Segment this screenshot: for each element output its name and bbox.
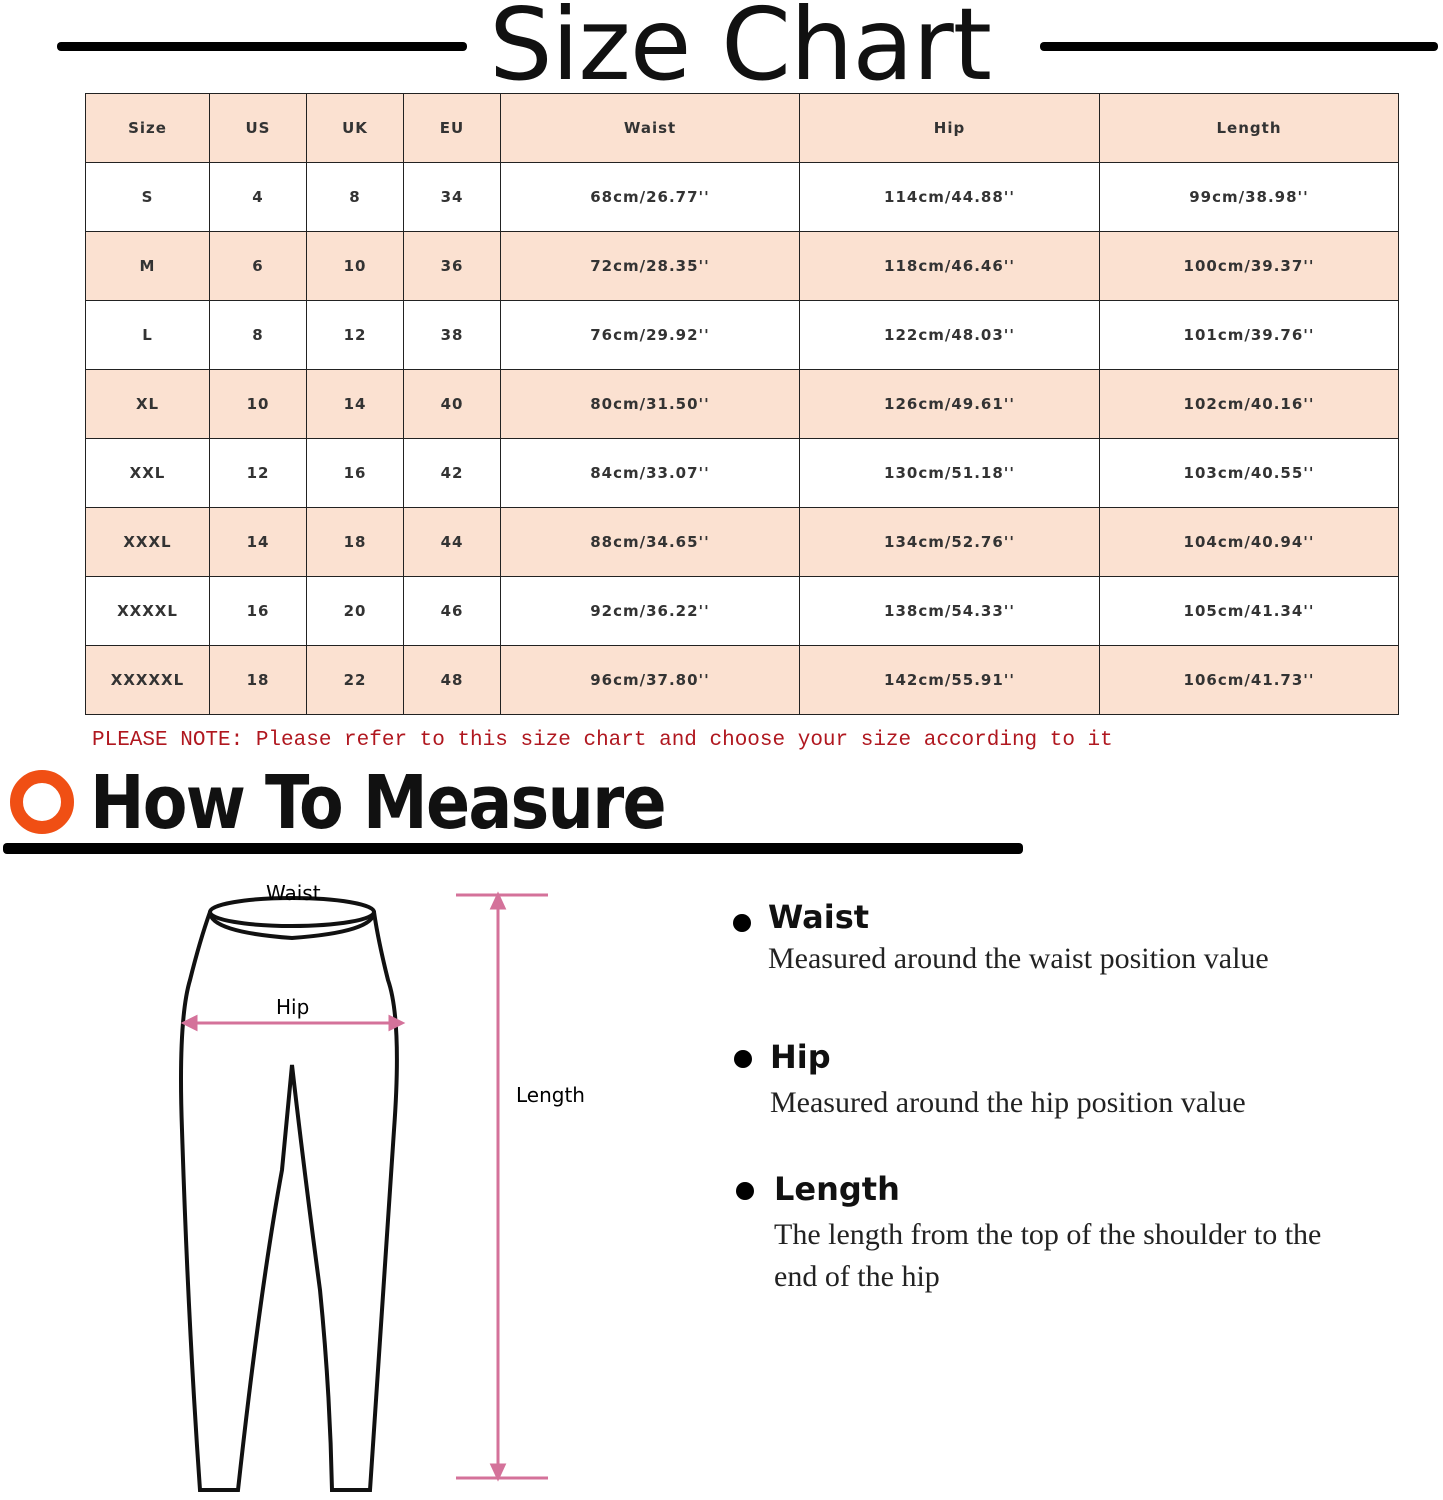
table-cell: 103cm/40.55'' [1099, 438, 1399, 508]
table-row: XXXXXL 18 22 48 96cm/37.80'' 142cm/55.91'' 106… [85, 645, 1399, 715]
table-cell: 100cm/39.37'' [1099, 231, 1399, 301]
table-cell: 46 [403, 576, 501, 646]
table-header-row: Size US UK EU Waist Hip Length [85, 93, 1399, 163]
table-row: XL 10 14 40 80cm/31.50'' 126cm/49.61'' 102cm/4… [85, 369, 1399, 439]
table-cell: US [209, 93, 307, 163]
diagram-label-hip: Hip [276, 995, 309, 1019]
table-cell: 10 [306, 231, 404, 301]
table-cell: 104cm/40.94'' [1099, 507, 1399, 577]
table-cell: 12 [306, 300, 404, 370]
please-note: PLEASE NOTE: Please refer to this size c… [92, 729, 1113, 752]
measure-length-desc: The length from the top of the shoulder … [774, 1218, 1322, 1293]
measure-length-title: Length [774, 1170, 900, 1208]
table-cell: 48 [403, 645, 501, 715]
table-cell: 68cm/26.77'' [500, 162, 800, 232]
diagram-label-waist: Waist [266, 881, 321, 905]
table-cell: 8 [306, 162, 404, 232]
table-cell: 138cm/54.33'' [799, 576, 1100, 646]
table-row: M 6 10 36 72cm/28.35'' 118cm/46.46'' 100cm/39.… [85, 231, 1399, 301]
table-cell: L [85, 300, 210, 370]
table-cell: 6 [209, 231, 307, 301]
table-cell: 44 [403, 507, 501, 577]
table-cell: 76cm/29.92'' [500, 300, 800, 370]
table-cell: XXXXXL [85, 645, 210, 715]
table-cell: 14 [209, 507, 307, 577]
waistband-bottom [208, 910, 376, 941]
title-rule-right [1040, 42, 1438, 51]
measure-waist-desc: Measured around the waist position value [768, 942, 1269, 975]
table-cell: 142cm/55.91'' [799, 645, 1100, 715]
table-cell: 134cm/52.76'' [799, 507, 1100, 577]
title-rule-left [57, 42, 467, 51]
table-cell: XL [85, 369, 210, 439]
table-cell: 18 [209, 645, 307, 715]
pants-outline [179, 910, 399, 1492]
how-to-measure-title: How To Measure [90, 760, 667, 846]
table-cell: 22 [306, 645, 404, 715]
table-cell: 72cm/28.35'' [500, 231, 800, 301]
table-cell: 101cm/39.76'' [1099, 300, 1399, 370]
bullet-icon [736, 1182, 754, 1200]
pants-diagram: Waist Hip Length [179, 881, 585, 1492]
table-cell: 36 [403, 231, 501, 301]
table-cell: 38 [403, 300, 501, 370]
table-cell: 34 [403, 162, 501, 232]
bullet-icon [734, 1050, 752, 1068]
table-cell: XXL [85, 438, 210, 508]
table-cell: 102cm/40.16'' [1099, 369, 1399, 439]
table-cell: 105cm/41.34'' [1099, 576, 1399, 646]
bullet-icon [733, 914, 751, 932]
table-row: XXL 12 16 42 84cm/33.07'' 130cm/51.18'' 103cm/… [85, 438, 1399, 508]
table-cell: XXXXL [85, 576, 210, 646]
table-row: L 8 12 38 76cm/29.92'' 122cm/48.03'' 101cm/39.… [85, 300, 1399, 370]
table-cell: 118cm/46.46'' [799, 231, 1100, 301]
table-cell: 114cm/44.88'' [799, 162, 1100, 232]
table-cell: Hip [799, 93, 1100, 163]
table-cell: 106cm/41.73'' [1099, 645, 1399, 715]
table-cell: EU [403, 93, 501, 163]
table-row: XXXXL 16 20 46 92cm/36.22'' 138cm/54.33'' 105c… [85, 576, 1399, 646]
table-cell: 4 [209, 162, 307, 232]
measure-hip-desc: Measured around the hip position value [770, 1086, 1246, 1119]
table-cell: 16 [306, 438, 404, 508]
table-cell: 126cm/49.61'' [799, 369, 1100, 439]
table-cell: XXXL [85, 507, 210, 577]
table-cell: 16 [209, 576, 307, 646]
table-cell: 20 [306, 576, 404, 646]
table-cell: 18 [306, 507, 404, 577]
ring-icon [10, 770, 74, 834]
table-cell: Length [1099, 93, 1399, 163]
table-cell: Waist [500, 93, 800, 163]
measure-hip-title: Hip [770, 1038, 831, 1076]
table-cell: 96cm/37.80'' [500, 645, 800, 715]
measure-waist-title: Waist [768, 898, 870, 936]
table-row: XXXL 14 18 44 88cm/34.65'' 134cm/52.76'' 104cm… [85, 507, 1399, 577]
table-cell: 8 [209, 300, 307, 370]
diagram-label-length: Length [516, 1083, 585, 1107]
page-title: Size Chart [489, 0, 992, 103]
table-cell: 130cm/51.18'' [799, 438, 1100, 508]
table-cell: 99cm/38.98'' [1099, 162, 1399, 232]
table-cell: 84cm/33.07'' [500, 438, 800, 508]
how-to-rule [3, 843, 1023, 854]
table-cell: Size [85, 93, 210, 163]
table-cell: 40 [403, 369, 501, 439]
table-cell: M [85, 231, 210, 301]
table-cell: 122cm/48.03'' [799, 300, 1100, 370]
table-cell: 12 [209, 438, 307, 508]
table-cell: 80cm/31.50'' [500, 369, 800, 439]
table-row: S 4 8 34 68cm/26.77'' 114cm/44.88'' 99cm/38.98… [85, 162, 1399, 232]
table-cell: 42 [403, 438, 501, 508]
size-table: Size US UK EU Waist Hip Length S 4 8 34 68cm/26.77'… [85, 93, 1399, 715]
table-cell: 10 [209, 369, 307, 439]
table-cell: 92cm/36.22'' [500, 576, 800, 646]
table-cell: S [85, 162, 210, 232]
table-cell: 88cm/34.65'' [500, 507, 800, 577]
table-cell: UK [306, 93, 404, 163]
table-cell: 14 [306, 369, 404, 439]
